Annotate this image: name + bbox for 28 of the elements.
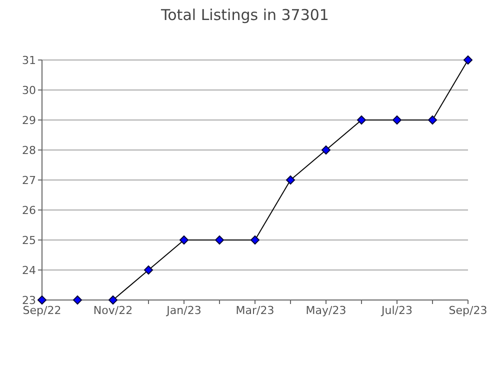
point bbox=[144, 266, 153, 274]
point bbox=[180, 236, 188, 244]
y-tick-label: 28 bbox=[22, 144, 36, 157]
y-tick-label: 26 bbox=[22, 204, 36, 217]
point bbox=[322, 146, 330, 154]
point bbox=[250, 236, 260, 244]
point bbox=[357, 116, 366, 124]
chart-title: Total Listings in 37301 bbox=[160, 5, 330, 26]
y-tick-label: 29 bbox=[22, 114, 36, 127]
x-tick-label: Jan/23 bbox=[166, 304, 202, 317]
y-tick-label: 30 bbox=[22, 84, 36, 97]
x-tick-label: Jul/23 bbox=[380, 304, 412, 317]
y-tick-label: 25 bbox=[22, 234, 36, 247]
point bbox=[38, 296, 46, 304]
point bbox=[392, 116, 402, 124]
y-tick-label: 27 bbox=[22, 174, 36, 187]
y-tick-label: 24 bbox=[22, 264, 36, 277]
point bbox=[108, 296, 118, 304]
point bbox=[73, 296, 82, 304]
point bbox=[215, 236, 224, 244]
point bbox=[286, 176, 295, 184]
x-tick-label: Mar/23 bbox=[236, 304, 274, 317]
y-tick-label: 31 bbox=[22, 54, 36, 67]
point bbox=[464, 56, 472, 64]
x-tick-label: Sep/23 bbox=[448, 304, 488, 317]
x-tick-label: May/23 bbox=[306, 304, 346, 317]
x-tick-label: Nov/22 bbox=[93, 304, 133, 317]
point bbox=[428, 116, 437, 124]
